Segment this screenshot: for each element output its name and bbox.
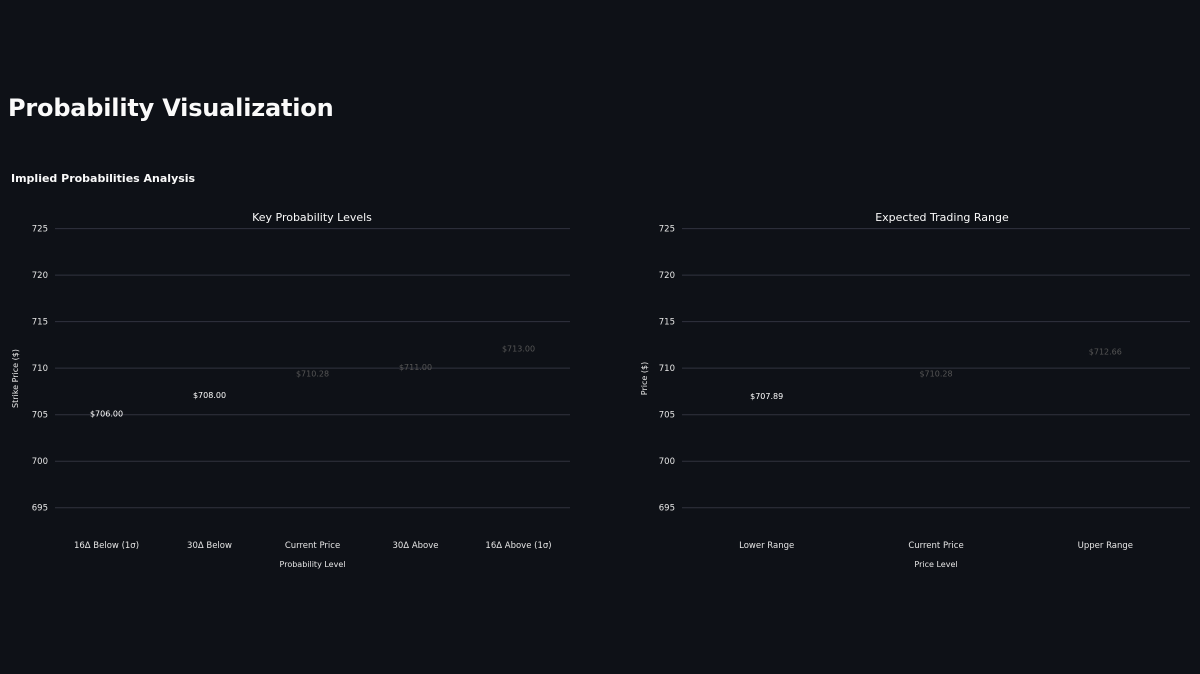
- bar-value-label: $707.89: [750, 392, 783, 401]
- y-tick-label: 715: [659, 318, 675, 328]
- y-tick-label: 705: [32, 411, 48, 421]
- chart-title: Key Probability Levels: [252, 211, 372, 224]
- bar-value-label: $712.66: [1089, 347, 1122, 356]
- bar-value-label: $710.28: [296, 370, 329, 379]
- x-tick-label: 16Δ Below (1σ): [74, 541, 139, 551]
- x-axis-title: Price Level: [914, 560, 957, 569]
- y-tick-label: 725: [32, 225, 48, 235]
- x-tick-label: 16Δ Above (1σ): [485, 541, 551, 551]
- y-tick-label: 715: [32, 318, 48, 328]
- y-tick-label: 695: [32, 504, 48, 514]
- y-tick-label: 700: [32, 457, 48, 467]
- y-axis-title: Price ($): [640, 362, 649, 395]
- x-tick-label: Current Price: [285, 541, 340, 551]
- y-tick-label: 725: [659, 225, 675, 235]
- x-tick-label: Lower Range: [739, 541, 794, 551]
- x-tick-label: 30Δ Above: [392, 541, 438, 551]
- bar-value-label: $710.28: [919, 370, 952, 379]
- y-tick-label: 710: [32, 364, 48, 374]
- y-tick-label: 720: [659, 271, 675, 281]
- y-tick-label: 705: [659, 411, 675, 421]
- bar-value-label: $706.00: [90, 409, 123, 418]
- section-subtitle: Implied Probabilities Analysis: [11, 172, 196, 185]
- chart-title: Expected Trading Range: [875, 211, 1009, 224]
- key-probability-levels-chart: Key Probability Levels 695 700 705 710 715 720…: [11, 211, 570, 569]
- x-tick-label: 30Δ Below: [187, 541, 232, 551]
- bar-value-label: $708.00: [193, 391, 226, 400]
- x-tick-label: Current Price: [908, 541, 963, 551]
- y-axis-title: Strike Price ($): [11, 349, 20, 408]
- bar-value-label: $713.00: [502, 344, 535, 353]
- expected-trading-range-chart: Expected Trading Range 695 700 705 710 715 720…: [640, 211, 1190, 569]
- y-tick-label: 720: [32, 271, 48, 281]
- x-tick-label: Upper Range: [1078, 541, 1133, 551]
- y-tick-label: 700: [659, 457, 675, 467]
- y-tick-label: 695: [659, 504, 675, 514]
- bar-value-label: $711.00: [399, 363, 432, 372]
- y-tick-label: 710: [659, 364, 675, 374]
- x-axis-title: Probability Level: [280, 560, 346, 569]
- page-title: Probability Visualization: [8, 94, 334, 122]
